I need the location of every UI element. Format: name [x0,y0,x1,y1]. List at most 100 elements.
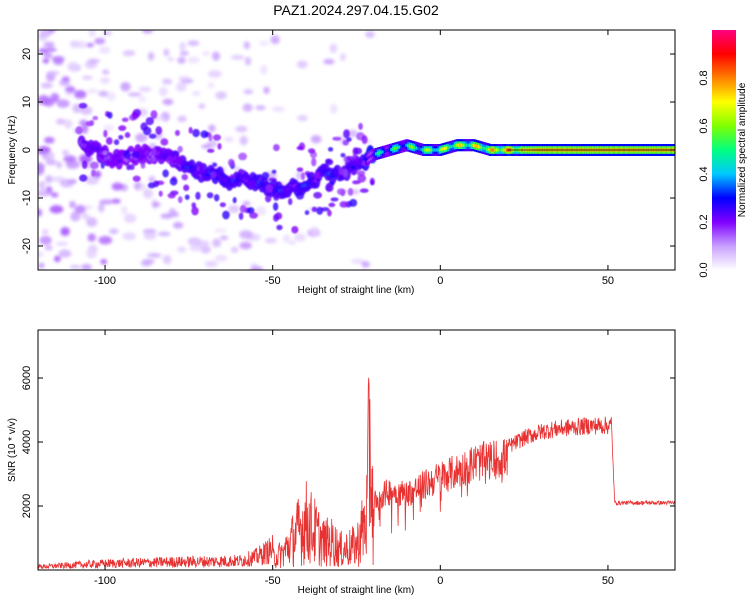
x-tick-label: 50 [602,575,614,587]
ridge-scatter [295,191,305,200]
ridge-scatter [343,129,350,139]
spectrogram-speckle [120,81,131,92]
spectrogram-x-label: Height of straight line (km) [298,285,415,296]
colorbar: 0.0 0.2 0.4 0.6 0.8 Normalized spectral ampl… [698,30,748,278]
band-core [433,148,437,152]
spectrogram-speckle [44,245,53,251]
spectrogram-speckle [46,151,55,161]
spectrogram-speckle [329,43,338,54]
band-core [385,149,389,153]
ridge-scatter [219,202,226,208]
spectrogram-speckle [67,61,79,72]
spectrogram-speckle [157,231,171,237]
spectrogram-speckle [233,166,241,171]
spectrogram-speckle [74,204,86,214]
ridge-scatter [359,188,369,193]
band-core [376,151,380,155]
snr-x-label: Height of straight line (km) [298,585,415,596]
band-core [462,143,466,147]
spectrogram-speckle [122,50,136,57]
ridge-scatter [238,212,244,220]
spectrogram-speckle [42,58,50,64]
spectrogram-speckle [38,146,51,155]
band-core [447,146,451,150]
ridge-scatter [340,153,346,158]
ridge-scatter [103,129,108,138]
band-core [415,146,419,150]
band-core [422,148,426,152]
band-core [405,143,409,147]
ridge-scatter [150,110,158,119]
spectrogram-speckle [296,171,303,180]
spectrogram-speckle [53,255,61,263]
ridge-scatter [265,194,272,203]
band-core [482,146,486,150]
spectrogram-speckle [140,260,152,267]
spectrogram-speckle [204,260,218,268]
ridge-scatter [349,198,358,207]
spectrogram-speckle [45,47,57,52]
ridge-scatter [191,206,199,216]
spectrogram-speckle [310,226,320,236]
band-core [423,148,427,152]
spectrogram-speckle [106,91,116,102]
spectrogram-speckle [43,41,55,48]
spectrogram-speckle [361,261,370,268]
ridge-scatter [169,177,178,186]
spectrogram-speckle [124,213,137,223]
colorbar-tick-label: 0.6 [698,118,710,133]
band-core [460,143,464,147]
spectrogram-speckle [103,124,114,132]
band-core [383,149,387,154]
spectrogram-speckle [63,155,77,163]
band-core [417,146,421,151]
band-core [448,145,453,149]
spectrogram-speckle [214,228,227,233]
ridge-scatter [151,147,157,156]
x-tick-label: -100 [94,275,116,287]
ridge-scatter [291,225,299,234]
ridge-scatter [160,138,169,146]
band-core [452,144,456,148]
spectrogram-speckle [242,201,251,206]
band-core [413,146,417,150]
band-core [475,144,479,148]
spectrogram-speckle [177,115,187,123]
spectrogram-speckle [179,41,186,52]
spectrogram-speckle [62,149,69,156]
ridge-scatter [307,148,316,154]
band-core [502,148,506,152]
spectrogram-speckle [69,264,81,270]
ridge-scatter [208,133,213,142]
ridge-scatter [87,150,94,156]
ridge-scatter [265,183,273,193]
band-core [485,147,489,151]
spectrogram-speckle [46,70,60,76]
ridge-scatter [206,148,215,153]
ridge-scatter [78,102,88,109]
ridge-scatter [155,126,163,135]
spectrogram-speckle [172,221,184,229]
ridge-scatter [188,126,193,134]
spectrogram-speckle [243,88,254,95]
band-core [370,154,374,158]
ridge-scatter [370,179,375,186]
ridge-scatter [212,134,222,141]
ridge-scatter [198,161,204,169]
spectrogram-speckle [297,114,308,122]
spectrogram-speckle [50,192,59,198]
spectrogram-speckle [192,91,201,96]
spectrogram-speckle [187,40,200,46]
ridge-scatter [347,187,354,196]
spectrogram-y-label: Frequency (Hz) [7,116,18,185]
y-tick-label: 2000 [21,494,33,518]
spectrogram-ridge [75,102,377,234]
band-core [365,158,369,162]
ridge-scatter [91,169,96,177]
ridge-scatter [274,212,283,220]
spectrogram-speckle [55,241,69,246]
spectrogram-speckle [211,51,221,61]
band-core [494,148,498,152]
band-core [487,147,491,152]
ridge-scatter [222,210,230,220]
